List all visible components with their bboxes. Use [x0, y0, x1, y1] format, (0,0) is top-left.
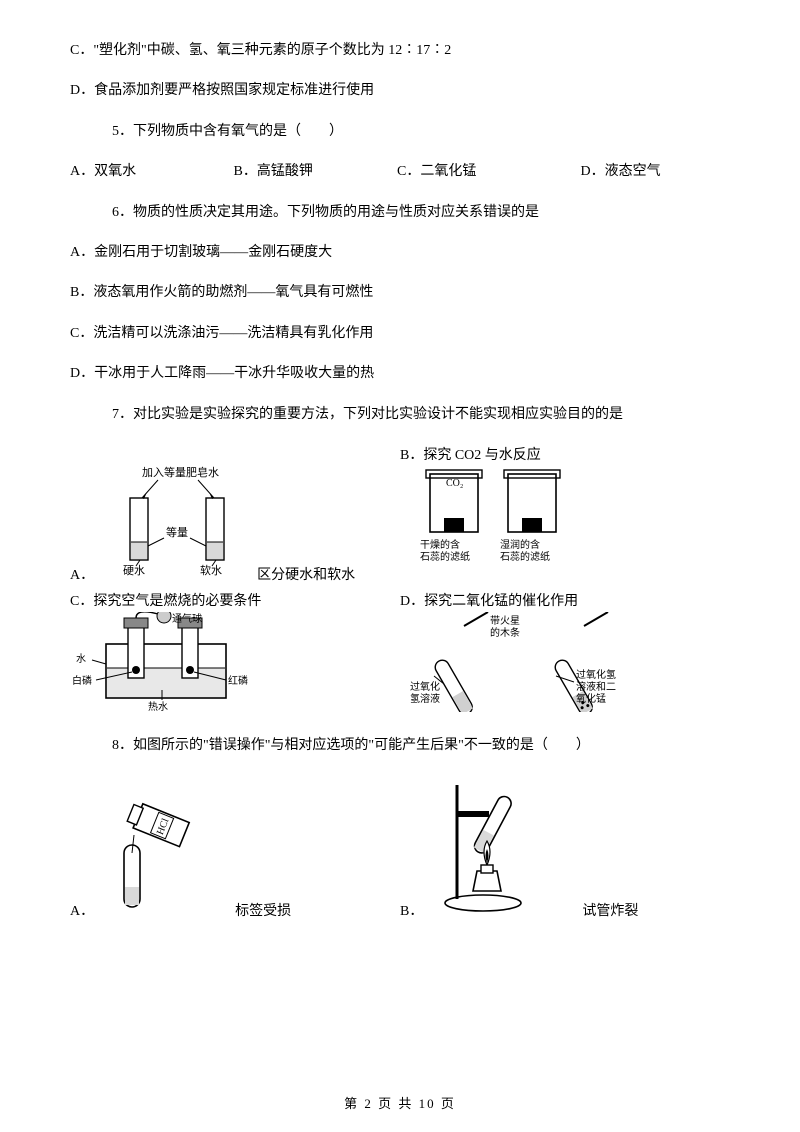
svg-text:石蕊的滤纸: 石蕊的滤纸	[420, 550, 470, 563]
q8-fig-b	[427, 775, 567, 920]
svg-text:过氧化: 过氧化	[410, 680, 440, 693]
q6-opt-d: D．干冰用于人工降雨——干冰升华吸收大量的热	[70, 363, 730, 385]
svg-text:氧化锰: 氧化锰	[576, 692, 606, 705]
svg-text:白磷: 白磷	[72, 674, 92, 687]
q5-opt-d: D．液态空气	[581, 161, 661, 183]
q6-opt-a: A．金刚石用于切割玻璃——金刚石硬度大	[70, 242, 730, 264]
option-d: D．食品添加剂要严格按照国家规定标准进行使用	[70, 80, 730, 102]
svg-text:软水: 软水	[200, 563, 222, 577]
q7-a-label: 区分硬水和软水	[257, 564, 355, 584]
co2-jars-diagram-icon: CO₂ 干燥的含 石蕊的滤纸 湿润的含 石蕊的滤纸	[418, 464, 588, 579]
svg-text:干燥的含: 干燥的含	[420, 538, 460, 551]
q7-a-prefix: A．	[70, 568, 94, 583]
q7-row1: A． 加入等量肥皂水	[70, 444, 730, 584]
svg-text:溶液和二: 溶液和二	[576, 680, 616, 693]
q7-d-text: D．探究二氧化锰的催化作用	[400, 594, 578, 609]
svg-text:红磷: 红磷	[228, 674, 248, 687]
q7-fig-d: 带火星 的木条 过氧化 氢溶液 过氧化氢 溶液和二 氧化锰	[400, 612, 660, 717]
q6-stem: 6．物质的性质决定其用途。下列物质的用途与性质对应关系错误的是	[70, 202, 730, 224]
q7-fig-c: 通气球 水 白磷 红磷 热水	[70, 612, 280, 717]
q5-stem: 5．下列物质中含有氧气的是（ ）	[70, 121, 730, 143]
svg-text:热水: 热水	[148, 700, 168, 712]
q8-stem: 8．如图所示的"错误操作"与相对应选项的"可能产生后果"不一致的是（ ）	[70, 735, 730, 757]
svg-text:CO₂: CO₂	[446, 478, 463, 489]
q8-b-col: B．	[400, 775, 730, 920]
svg-text:通气球: 通气球	[172, 612, 202, 625]
combustion-air-diagram-icon: 通气球 水 白磷 红磷 热水	[70, 612, 280, 712]
soap-water-diagram-icon: 加入等量肥皂水 等量	[98, 464, 248, 579]
q6-opt-c: C．洗洁精可以洗涤油污——洗洁精具有乳化作用	[70, 323, 730, 345]
q8-fig-a: HCl	[98, 795, 208, 920]
q7-fig-a: 加入等量肥皂水 等量	[98, 464, 248, 584]
q6-opt-b: B．液态氧用作火箭的助燃剂——氧气具有可燃性	[70, 282, 730, 304]
q7-c-text: C．探究空气是燃烧的必要条件	[70, 594, 261, 609]
q5-opt-c: C．二氧化锰	[397, 161, 577, 183]
q5-opt-a: A．双氧水	[70, 161, 230, 183]
page-footer: 第 2 页 共 10 页	[0, 1093, 800, 1112]
q5-options: A．双氧水 B．高锰酸钾 C．二氧化锰 D．液态空气	[70, 161, 730, 183]
q7-c-fig-col: 通气球 水 白磷 红磷 热水	[70, 612, 400, 717]
q8-a-prefix: A．	[70, 904, 94, 919]
svg-text:带火星: 带火星	[490, 615, 520, 627]
q7-b-text: B．探究 CO2 与水反应	[400, 448, 541, 463]
svg-text:石蕊的滤纸: 石蕊的滤纸	[500, 550, 550, 563]
q7-d-label-col: D．探究二氧化锰的催化作用	[400, 590, 730, 610]
svg-text:水: 水	[76, 653, 86, 665]
pour-hcl-diagram-icon: HCl	[98, 795, 208, 915]
q8-row: A． HCl 标签受损	[70, 775, 730, 920]
q8-a-col: A． HCl 标签受损	[70, 795, 400, 920]
svg-text:湿润的含: 湿润的含	[500, 538, 540, 551]
q7-d-fig-col: 带火星 的木条 过氧化 氢溶液 过氧化氢 溶液和二 氧化锰	[400, 612, 730, 717]
q7-c-label-col: C．探究空气是燃烧的必要条件	[70, 590, 400, 610]
q7-row2-figs: 通气球 水 白磷 红磷 热水	[70, 612, 730, 717]
heating-stand-diagram-icon	[427, 775, 567, 915]
svg-text:氢溶液: 氢溶液	[410, 692, 440, 705]
q5-opt-b: B．高锰酸钾	[234, 161, 394, 183]
svg-text:过氧化氢: 过氧化氢	[576, 668, 616, 681]
q8-a-label: 标签受损	[235, 900, 291, 920]
q8-b-label: 试管炸裂	[582, 900, 638, 920]
svg-text:硬水: 硬水	[123, 564, 145, 577]
svg-text:加入等量肥皂水: 加入等量肥皂水	[142, 465, 219, 479]
svg-text:等量: 等量	[166, 525, 188, 539]
page-container: C．"塑化剂"中碳、氢、氧三种元素的原子个数比为 12∶17∶2 D．食品添加剂…	[0, 0, 800, 1132]
q7-a-col: A． 加入等量肥皂水	[70, 464, 400, 584]
q7-fig-b: CO₂ 干燥的含 石蕊的滤纸 湿润的含 石蕊的滤纸	[418, 464, 588, 584]
q7-row2-labels: C．探究空气是燃烧的必要条件 D．探究二氧化锰的催化作用	[70, 590, 730, 610]
q7-stem: 7．对比实验是实验探究的重要方法，下列对比实验设计不能实现相应实验目的的是	[70, 404, 730, 426]
option-c: C．"塑化剂"中碳、氢、氧三种元素的原子个数比为 12∶17∶2	[70, 40, 730, 62]
q8-b-prefix: B．	[400, 904, 423, 919]
svg-text:的木条: 的木条	[490, 626, 520, 639]
q7-b-col: B．探究 CO2 与水反应 CO₂ 干燥的含 石蕊的滤纸 湿润的含 石	[400, 444, 730, 584]
mno2-catalyst-diagram-icon: 带火星 的木条 过氧化 氢溶液 过氧化氢 溶液和二 氧化锰	[400, 612, 660, 712]
